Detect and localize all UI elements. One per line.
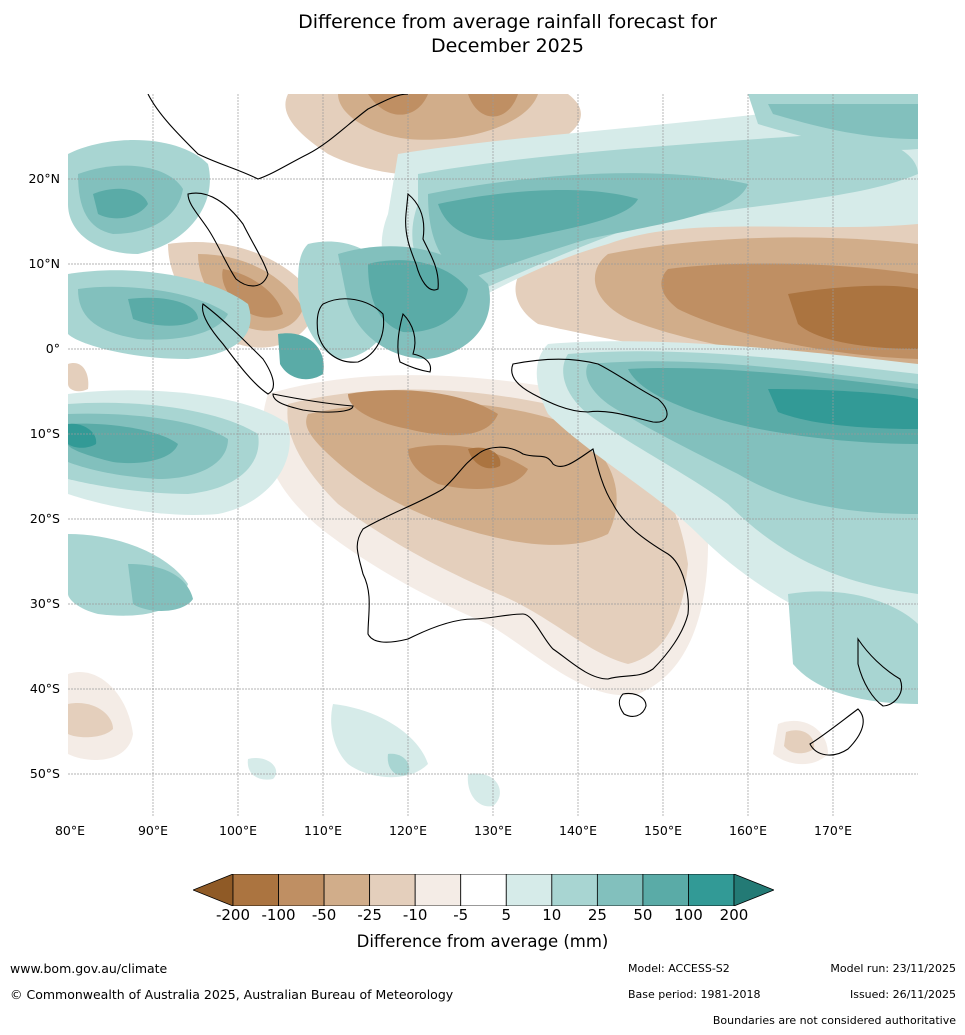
australia-coast (356, 446, 689, 680)
footer-base-period: Base period: 1981-2018 (628, 988, 761, 1001)
lon-label-140e: 140°E (558, 823, 598, 838)
sulawesi-coast (397, 312, 432, 373)
colorbar-tick-label: -100 (261, 906, 296, 924)
lon-label-150e: 150°E (643, 823, 683, 838)
colorbar-tick-label: 100 (674, 906, 703, 924)
tasmania-coast (618, 692, 647, 717)
colorbar-arrow-high (733, 873, 776, 907)
colorbar-title: Difference from average (mm) (356, 932, 609, 951)
philippines-coast (405, 192, 439, 291)
lat-label-20s: 20°S (29, 511, 60, 526)
new-guinea-coast (511, 358, 668, 423)
footer-model: Model: ACCESS-S2 (628, 962, 730, 975)
footer-issued: Issued: 26/11/2025 (849, 988, 956, 1001)
lat-label-20n: 20°N (28, 171, 60, 186)
new-zealand-south (809, 708, 864, 756)
borneo-coast (316, 298, 385, 363)
lon-label-130e: 130°E (473, 823, 513, 838)
colorbar-tick-label: 25 (587, 906, 607, 924)
lon-label-100e: 100°E (218, 823, 258, 838)
colorbar-swatch (232, 873, 279, 907)
lon-label-160e: 160°E (728, 823, 768, 838)
colorbar (191, 873, 776, 907)
lon-label-110e: 110°E (303, 823, 343, 838)
lat-label-40s: 40°S (29, 681, 60, 696)
colorbar-tick-label: 200 (719, 906, 749, 924)
footer-model-run: Model run: 23/11/2025 (830, 962, 956, 975)
lat-label-0: 0° (45, 341, 60, 356)
colorbar-arrow-low (191, 873, 234, 907)
colorbar-tick-label: -10 (402, 906, 428, 924)
colorbar-tick-label: 50 (633, 906, 653, 924)
footer-disclaimer: Boundaries are not considered authoritat… (712, 1014, 956, 1027)
colorbar-swatch (369, 873, 416, 907)
map-graticule (68, 94, 918, 816)
map-title: Difference from average rainfall forecas… (0, 10, 965, 58)
colorbar-swatch (596, 873, 644, 907)
title-line-1: Difference from average rainfall forecas… (298, 11, 717, 33)
asia-coast (147, 94, 409, 180)
lat-label-50s: 50°S (29, 766, 60, 781)
colorbar-swatches (191, 873, 776, 907)
lat-label-10s: 10°S (29, 426, 60, 441)
indochina-coast (187, 192, 269, 287)
lon-label-80e: 80°E (54, 823, 86, 838)
map-canvas (68, 94, 918, 816)
colorbar-tick-label: -5 (453, 906, 469, 924)
colorbar-tick-label: -50 (311, 906, 337, 924)
colorbar-swatch (505, 873, 553, 907)
java-coast (272, 393, 354, 413)
dry-anomaly-regions (68, 94, 918, 765)
colorbar-tick-label: -25 (357, 906, 382, 924)
lon-label-120e: 120°E (388, 823, 428, 838)
lon-label-90e: 90°E (137, 823, 169, 838)
title-line-2: December 2025 (431, 35, 584, 57)
colorbar-tick-label: -200 (215, 906, 251, 924)
lon-label-170e: 170°E (813, 823, 853, 838)
lat-label-10n: 10°N (28, 256, 60, 271)
coastlines (147, 94, 902, 756)
lat-label-30s: 30°S (29, 596, 60, 611)
footer-url[interactable]: www.bom.gov.au/climate (10, 961, 168, 976)
colorbar-swatch (414, 873, 462, 907)
colorbar-swatch (688, 873, 735, 907)
colorbar-swatch (323, 873, 371, 907)
sumatra-coast (201, 303, 274, 395)
colorbar-swatch (460, 873, 507, 907)
new-zealand-north (857, 637, 902, 707)
colorbar-swatch (551, 873, 598, 907)
colorbar-tick-label: 10 (542, 906, 562, 924)
rainfall-map (68, 94, 918, 816)
colorbar-tick-label: 5 (501, 906, 512, 924)
colorbar-swatch (642, 873, 689, 907)
wet-anomaly-regions (68, 94, 918, 807)
footer-copyright: © Commonwealth of Australia 2025, Austra… (10, 987, 454, 1002)
colorbar-swatch (278, 873, 325, 907)
